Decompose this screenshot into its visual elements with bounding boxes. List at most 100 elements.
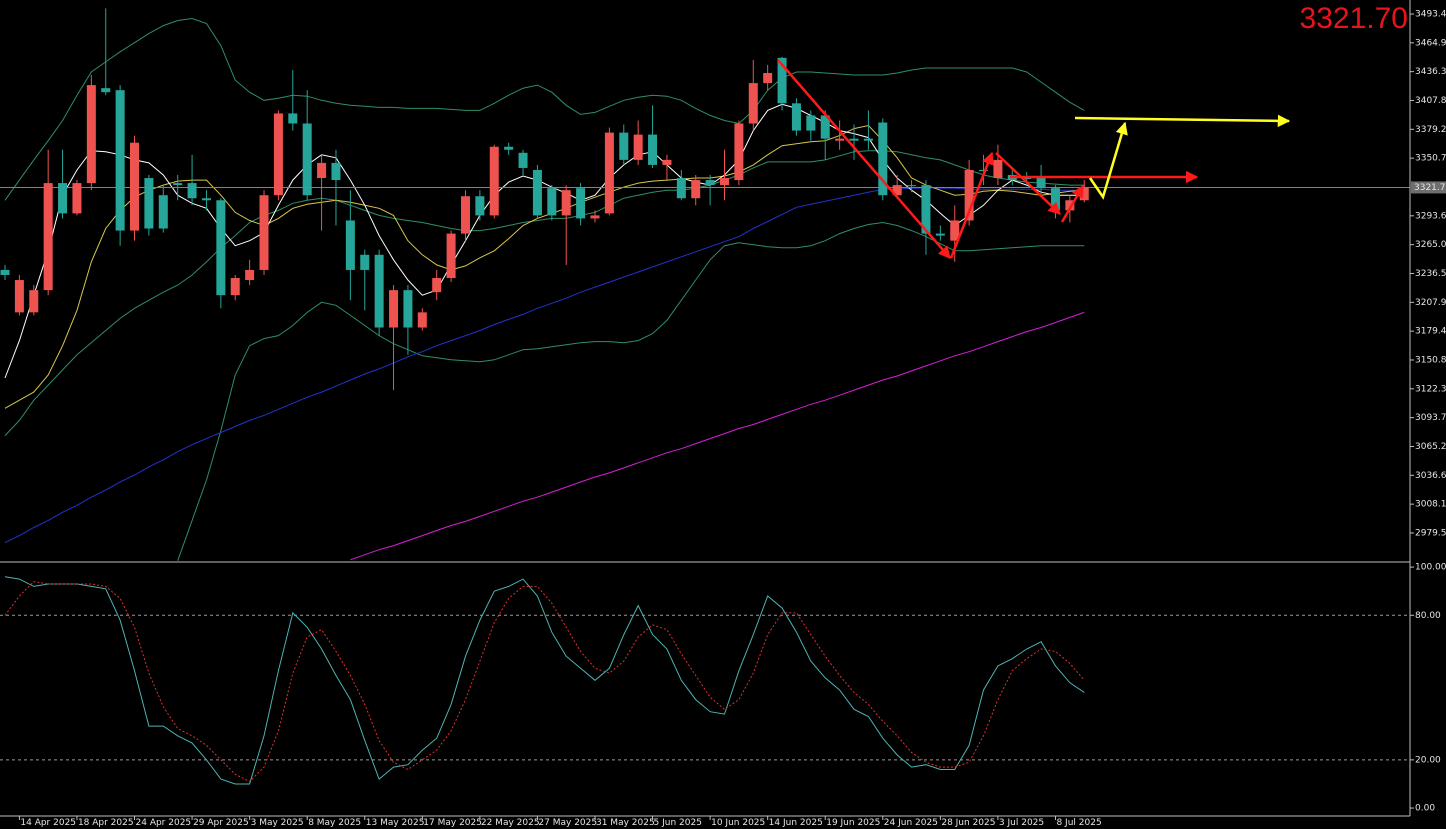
candle-body [216, 200, 226, 296]
arrow [1060, 184, 1085, 223]
candle-body [921, 185, 931, 234]
candle-body [820, 115, 830, 139]
y-tick-label: 3265.05 [1415, 240, 1446, 250]
y-tick-label: 3036.65 [1415, 471, 1446, 481]
candle-body [993, 159, 1003, 179]
indicator-line [4, 581, 1085, 783]
candle-body [345, 220, 355, 270]
candle-body [158, 195, 168, 229]
candle-body [58, 183, 68, 214]
candle-body [475, 196, 485, 216]
candle-body [230, 278, 240, 296]
y-tick-label: 3179.40 [1415, 327, 1446, 337]
candle-body [144, 178, 154, 229]
x-tick-label: 29 Apr 2025 [193, 818, 249, 828]
indicator-line [4, 103, 1085, 379]
candle-body [648, 134, 658, 165]
indicator-line [350, 311, 1085, 561]
candle-body [1079, 187, 1089, 201]
y-tick-label: 0.00 [1415, 804, 1435, 814]
candle-body [29, 290, 39, 313]
candle-body [1022, 178, 1032, 180]
y-tick-label: 3093.75 [1415, 413, 1446, 423]
candle-body [259, 195, 269, 270]
candle-body [130, 142, 140, 231]
candle-body [317, 162, 327, 179]
candle-body [763, 73, 773, 84]
y-tick-label: 3407.80 [1415, 96, 1446, 106]
y-tick-label: 3122.30 [1415, 384, 1446, 394]
candle-body [72, 183, 82, 214]
candle-body [187, 183, 197, 199]
annotations [777, 59, 1291, 259]
candle-body [532, 169, 542, 216]
x-tick-label: 3 Jul 2025 [999, 818, 1044, 828]
y-tick-label: 3436.35 [1415, 67, 1446, 77]
x-tick-label: 24 Apr 2025 [136, 818, 192, 828]
x-tick-label: 24 Jun 2025 [884, 818, 938, 828]
y-tick-label: 2979.55 [1415, 528, 1446, 538]
candle-body [835, 138, 845, 141]
candle-body [633, 134, 643, 160]
candle-body [1065, 200, 1075, 211]
candle-body [892, 185, 902, 196]
candle-body [389, 290, 399, 328]
indicator-line [4, 576, 1085, 785]
candle-body [720, 178, 729, 186]
candle-body [460, 196, 470, 234]
candle-body [748, 83, 758, 124]
x-tick-label: 31 May 2025 [596, 818, 655, 828]
arrow [949, 151, 994, 259]
candle-body [777, 57, 787, 104]
candle-body [691, 180, 701, 199]
candle-body [245, 269, 255, 281]
candle-body [86, 85, 96, 184]
candle-body [979, 169, 989, 171]
candle-body [576, 188, 586, 219]
candle-body [547, 188, 557, 216]
candle-body [676, 178, 686, 199]
candle-body [1050, 188, 1060, 211]
candle-body [964, 169, 974, 221]
candle-body [360, 254, 370, 270]
price-tag [1411, 181, 1446, 194]
indicator-line [4, 187, 1085, 544]
x-tick-label: 8 May 2025 [308, 818, 361, 828]
candle-body [604, 132, 614, 214]
candle-body [43, 183, 53, 291]
candle-body [101, 88, 111, 93]
candle-body [561, 190, 571, 216]
candle-body [705, 180, 715, 186]
x-tick-label: 5 Jun 2025 [654, 818, 702, 828]
candle-body [849, 138, 859, 141]
candle-body [1036, 178, 1046, 189]
arrow [1074, 114, 1291, 128]
x-tick-label: 10 Jun 2025 [711, 818, 765, 828]
arrow [995, 152, 1061, 215]
candle-body [950, 220, 960, 241]
y-tick-label: 100.00 [1415, 563, 1446, 573]
y-tick-label: 3065.20 [1415, 442, 1446, 452]
y-tick-label: 3008.10 [1415, 500, 1446, 510]
arrow [1088, 121, 1128, 200]
y-tick-label: 3150.85 [1415, 355, 1446, 365]
candle-body [273, 113, 283, 196]
x-tick-label: 27 May 2025 [538, 818, 597, 828]
y-tick-label: 3464.90 [1415, 38, 1446, 48]
x-tick-label: 14 Apr 2025 [20, 818, 76, 828]
x-tick-label: 3 May 2025 [251, 818, 304, 828]
candle-body [619, 132, 629, 160]
current-price: 3321.70 [1300, 2, 1408, 35]
y-tick-label: 3379.25 [1415, 125, 1446, 135]
indicator-line [4, 17, 1085, 201]
candle-body [432, 278, 442, 293]
candle-body [590, 215, 600, 219]
candle-body [806, 115, 816, 131]
y-tick-label: 3293.60 [1415, 211, 1446, 221]
arrow [777, 59, 951, 259]
candle-body [331, 162, 341, 181]
candle-body [446, 233, 456, 279]
price-tag-label: 3321.70 [1414, 183, 1446, 193]
candle-body [907, 185, 917, 187]
